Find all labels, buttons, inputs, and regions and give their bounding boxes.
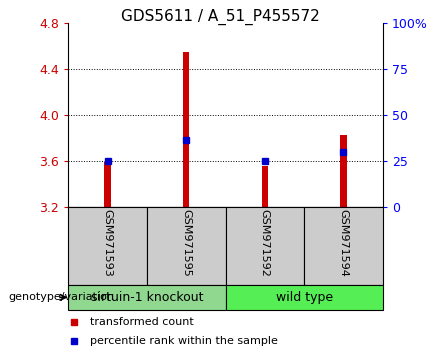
Text: GSM971592: GSM971592 (260, 210, 270, 277)
Bar (226, 285, 383, 310)
Text: GSM971594: GSM971594 (338, 210, 348, 277)
Text: wild type: wild type (275, 291, 333, 304)
Text: GDS5611 / A_51_P455572: GDS5611 / A_51_P455572 (121, 9, 319, 25)
Text: GSM971593: GSM971593 (103, 210, 113, 277)
Bar (68, 207, 147, 285)
Bar (340, 135, 347, 207)
Bar (104, 162, 111, 207)
Text: GSM971595: GSM971595 (181, 210, 191, 277)
Text: percentile rank within the sample: percentile rank within the sample (90, 336, 278, 346)
Bar (68, 285, 226, 310)
Text: sirtuin-1 knockout: sirtuin-1 knockout (91, 291, 203, 304)
Bar (262, 166, 268, 207)
Bar (183, 52, 189, 207)
Text: genotype/variation: genotype/variation (9, 292, 115, 302)
Bar (147, 207, 226, 285)
Bar (226, 207, 304, 285)
Bar (304, 207, 383, 285)
Text: transformed count: transformed count (90, 318, 194, 327)
